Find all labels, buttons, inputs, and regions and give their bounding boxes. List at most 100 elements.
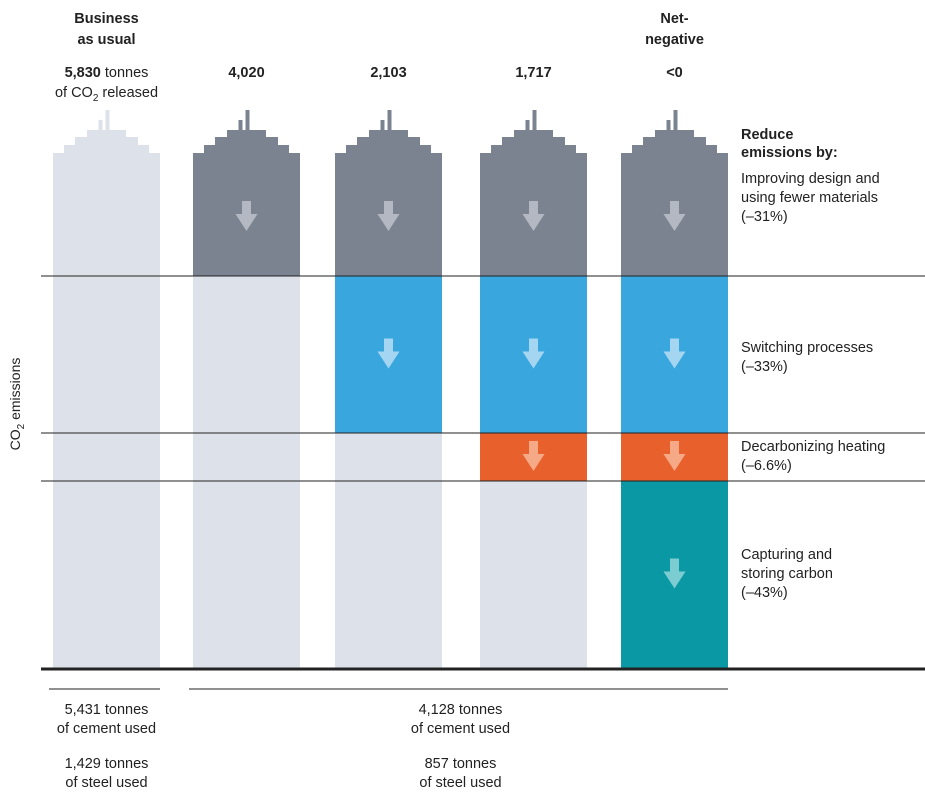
segment-label: Improving design and (741, 171, 880, 187)
column-header: as usual (77, 32, 135, 48)
arrow-head (663, 454, 686, 471)
arrow-head (235, 214, 258, 231)
value-subline: of CO2 released (55, 85, 158, 104)
arrow-shaft (242, 201, 251, 214)
bar-segment-process (193, 276, 300, 433)
segment-label: (–43%) (741, 585, 788, 601)
arrow-head (522, 454, 545, 471)
building-roof-step (238, 120, 243, 132)
value-label: 2,103 (370, 65, 406, 81)
building-roof-step (346, 145, 431, 155)
down-arrow-icon (663, 201, 686, 231)
column-header: Net- (660, 11, 688, 27)
value-label: 4,020 (228, 65, 264, 81)
down-arrow-icon (235, 201, 258, 231)
arrow-head (377, 351, 400, 369)
arrow-shaft (529, 201, 538, 214)
building-4 (621, 110, 728, 668)
building-roof-step (514, 130, 553, 140)
bar-segment-ccs (53, 481, 160, 668)
bar-segment-heating (53, 433, 160, 481)
building-roof-step (666, 120, 671, 132)
building-roof-step (215, 137, 278, 147)
footnote-cement: of cement used (57, 721, 156, 737)
building-2 (335, 110, 442, 668)
building-roof-step (204, 145, 289, 155)
arrow-shaft (384, 201, 393, 214)
footnote-cement: 5,431 tonnes (65, 702, 149, 718)
segment-label: (–33%) (741, 359, 788, 375)
value-label: 1,717 (515, 65, 551, 81)
bar-segment-heating (193, 433, 300, 481)
value-subline-part: of CO (55, 85, 93, 101)
arrow-head (663, 351, 686, 369)
value-number: 5,830 (65, 65, 101, 81)
segment-label: (–31%) (741, 209, 788, 225)
bar-segment-ccs (335, 481, 442, 668)
building-roof-step (387, 110, 392, 132)
segment-label: (–6.6%) (741, 458, 792, 474)
building-roof-step (673, 110, 678, 132)
building-roof-step (491, 145, 576, 155)
arrow-shaft (670, 441, 679, 454)
building-1 (193, 110, 300, 668)
arrow-shaft (670, 558, 679, 572)
building-roof-step (227, 130, 266, 140)
segment-label: Switching processes (741, 340, 873, 356)
building-roof-step (64, 145, 149, 155)
column-header: Business (74, 11, 138, 27)
building-roof-step (532, 110, 537, 132)
bar-segment-process (53, 276, 160, 433)
bar-segment-ccs (193, 481, 300, 668)
building-roof-step (98, 120, 103, 132)
arrow-shaft (670, 201, 679, 214)
reduction-title: emissions by: (741, 145, 838, 161)
arrow-head (522, 214, 545, 231)
building-roof-step (525, 120, 530, 132)
arrow-head (377, 214, 400, 231)
building-roof-step (87, 130, 126, 140)
bar-segment-ccs (480, 481, 587, 668)
segment-label: storing carbon (741, 566, 833, 582)
arrow-shaft (670, 338, 679, 352)
bar-segment-design (53, 158, 160, 276)
building-roof-step (105, 110, 110, 132)
value-label: <0 (666, 65, 683, 81)
arrow-head (663, 571, 686, 589)
y-axis-label-part: emissions (7, 358, 23, 424)
segment-label: Capturing and (741, 547, 832, 563)
building-roof-step (655, 130, 694, 140)
arrow-shaft (529, 441, 538, 454)
footnote-cement: of cement used (411, 721, 510, 737)
down-arrow-icon (522, 201, 545, 231)
down-arrow-icon (663, 441, 686, 471)
column-header: negative (645, 32, 704, 48)
footnote-steel: of steel used (419, 775, 501, 791)
building-roof-step (632, 145, 717, 155)
down-arrow-icon (663, 338, 686, 369)
bar-segment-heating (335, 433, 442, 481)
arrow-head (663, 214, 686, 231)
value-subline-sub: 2 (93, 93, 99, 104)
footnote-cement: 4,128 tonnes (419, 702, 503, 718)
segment-label: using fewer materials (741, 190, 878, 206)
building-roof-step (75, 137, 138, 147)
building-roof-step (369, 130, 408, 140)
down-arrow-icon (522, 441, 545, 471)
reduction-title: Reduce (741, 127, 793, 143)
footnote-steel: 857 tonnes (425, 756, 497, 772)
footnote-steel: of steel used (65, 775, 147, 791)
arrow-head (522, 351, 545, 369)
arrow-shaft (384, 338, 393, 352)
value-label: 5,830 tonnes (65, 65, 149, 81)
value-subline-part: released (98, 85, 158, 101)
down-arrow-icon (377, 201, 400, 231)
y-axis-label-sub: 2 (16, 423, 27, 429)
down-arrow-icon (377, 338, 400, 369)
y-axis-label: CO2 emissions (7, 358, 27, 451)
building-roof-step (643, 137, 706, 147)
building-0 (53, 110, 160, 668)
segment-label: Decarbonizing heating (741, 439, 885, 455)
